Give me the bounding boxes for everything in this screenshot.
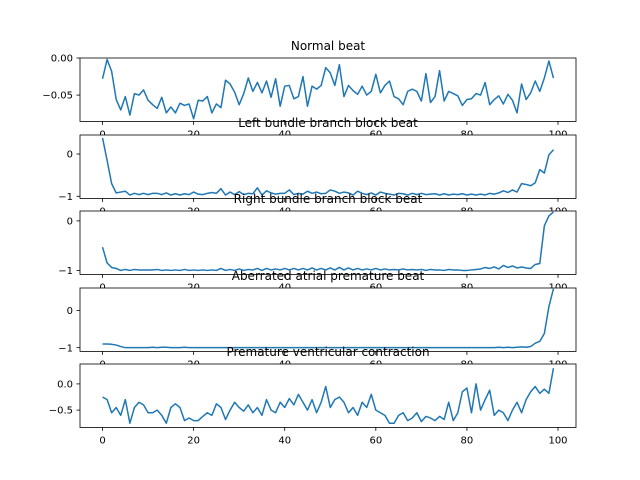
y-tick-label: 0.0 (57, 380, 73, 391)
axes-frame (79, 210, 577, 275)
series-line (102, 288, 555, 349)
series-line (101, 137, 555, 196)
y-tick-label: 0.00 (51, 54, 73, 65)
series-line (102, 368, 555, 424)
series-line (101, 211, 554, 272)
subplot-5: 0 20 40 60 80 100 0.0 −0.5 Premature ventricular… (49, 345, 577, 446)
subplot-title: Aberrated atrial premature beat (232, 269, 425, 283)
subplot-title: Right bundle branch block beat (234, 192, 423, 206)
subplot-title: Normal beat (291, 39, 366, 53)
y-tick-label: −0.5 (49, 406, 73, 417)
y-tick-label: 0 (67, 306, 73, 317)
subplot-title: Left bundle branch block beat (238, 116, 418, 130)
axes-frame (79, 57, 577, 122)
y-tick-label: −1 (58, 192, 73, 203)
x-tick-label: 80 (461, 435, 474, 446)
x-tick-label: 40 (278, 435, 291, 446)
x-tick-label: 100 (548, 435, 567, 446)
axes-background (80, 58, 576, 122)
axes-background (80, 288, 576, 352)
y-tick-label: −1 (58, 343, 73, 354)
y-tick-label: 0 (67, 217, 73, 228)
y-tick-label: −0.05 (42, 91, 73, 102)
axes-frame (79, 287, 577, 352)
axes-frame (79, 134, 577, 199)
x-tick-label: 0 (99, 435, 105, 446)
x-tick-label: 60 (369, 435, 382, 446)
y-tick-label: −1 (58, 266, 73, 277)
x-tick-label: 20 (187, 435, 200, 446)
y-tick-label: 0 (67, 150, 73, 161)
axes-frame (79, 363, 577, 428)
subplot-title: Premature ventricular contraction (226, 345, 429, 359)
axes-background (80, 211, 576, 275)
series-line (101, 58, 555, 120)
axes-background (80, 135, 576, 199)
